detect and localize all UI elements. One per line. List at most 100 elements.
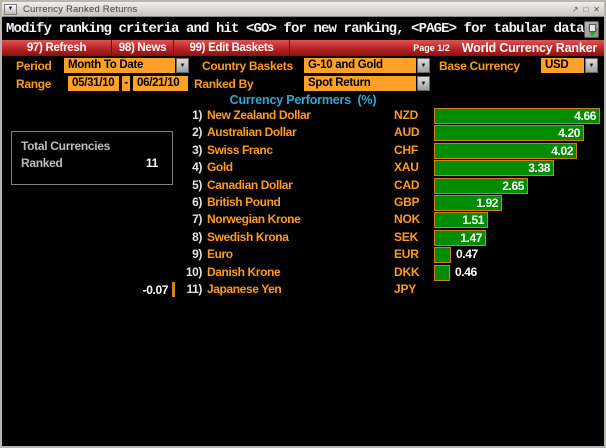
performance-bar-DKK[interactable] — [434, 265, 450, 281]
range-label: Range — [16, 77, 52, 91]
period-select[interactable]: Month To Date — [64, 58, 175, 73]
ranking-list: 1) New Zealand Dollar NZD 4.66 2) Australian … — [2, 107, 604, 307]
country-baskets-label: Country Baskets — [202, 59, 293, 73]
ticker-label: DKK — [394, 265, 420, 279]
bar-value: 1.92 — [476, 195, 498, 210]
performance-bar-EUR[interactable] — [434, 247, 451, 263]
window-menu-button[interactable]: ▼ — [4, 3, 17, 15]
table-row[interactable]: 5) Canadian Dollar CAD 2.65 — [2, 177, 604, 194]
toolbar-button-news[interactable]: 98) News — [112, 40, 174, 56]
triangle-down-icon: ▼ — [7, 6, 14, 12]
table-row[interactable]: 2) Australian Dollar AUD 4.20 — [2, 124, 604, 141]
table-row[interactable]: 8) Swedish Krona SEK 1.47 — [2, 229, 604, 246]
period-label: Period — [16, 59, 52, 73]
performance-bar-JPY[interactable] — [172, 282, 175, 297]
currency-name: Japanese Yen — [207, 282, 282, 296]
currency-name: Gold — [207, 160, 233, 174]
ticker-label: SEK — [394, 230, 419, 244]
bar-value: 1.51 — [462, 212, 484, 227]
ticker-label: CAD — [394, 178, 420, 192]
rank-label: 3) — [192, 143, 202, 157]
ranked-by-select[interactable]: Spot Return — [304, 76, 416, 91]
toolbar-button-refresh[interactable]: 97) Refresh — [2, 40, 112, 56]
summary-value: 11 — [145, 156, 158, 170]
rank-label: 11) — [186, 282, 203, 296]
rank-label: 8) — [192, 230, 202, 244]
ticker-label: CHF — [394, 143, 419, 157]
ranked-by-dropdown-button[interactable]: ▼ — [417, 76, 430, 91]
app-title: World Currency Ranker — [461, 41, 597, 55]
currency-name: Euro — [207, 247, 233, 261]
close-icon[interactable]: ✕ — [593, 4, 600, 14]
rank-label: 10) — [185, 265, 203, 279]
performance-bar-NZD[interactable]: 4.66 — [434, 108, 600, 124]
popout-icon[interactable]: ↗ — [571, 4, 579, 14]
ticker-label: XAU — [394, 160, 419, 174]
toolbar-button-edit-baskets[interactable]: 99) Edit Baskets — [174, 40, 290, 56]
bar-value: -0.07 — [142, 282, 169, 297]
page-indicator: Page 1/2 — [413, 43, 450, 53]
rank-label: 9) — [192, 247, 202, 261]
ranked-by-label: Ranked By — [194, 77, 254, 91]
base-currency-label: Base Currency — [439, 59, 520, 73]
chevron-down-icon: ▼ — [179, 62, 186, 69]
bar-value: 4.02 — [551, 143, 573, 158]
base-currency-dropdown-button[interactable]: ▼ — [585, 58, 598, 73]
ticker-label: AUD — [394, 125, 420, 139]
base-currency-select[interactable]: USD — [541, 58, 584, 73]
maximize-icon[interactable]: □ — [583, 4, 589, 14]
table-row[interactable]: 10) Danish Krone DKK 0.46 — [2, 264, 604, 281]
bar-value: 3.38 — [528, 160, 550, 175]
performance-bar-CAD[interactable]: 2.65 — [434, 178, 528, 194]
terminal-content: Modify ranking criteria and hit <GO> for… — [2, 18, 604, 446]
performance-bar-AUD[interactable]: 4.20 — [434, 125, 584, 141]
ticker-label: NZD — [394, 108, 419, 122]
ticker-label: EUR — [394, 247, 419, 261]
country-baskets-select[interactable]: G-10 and Gold — [304, 58, 416, 73]
table-row[interactable]: 9) Euro EUR 0.47 — [2, 246, 604, 263]
bar-value: 1.47 — [460, 230, 482, 245]
bar-value: 2.65 — [502, 178, 524, 193]
bar-value: 0.47 — [456, 247, 478, 261]
table-row[interactable]: 6) British Pound GBP 1.92 — [2, 194, 604, 211]
period-dropdown-button[interactable]: ▼ — [176, 58, 189, 73]
summary-box: Total Currencies Ranked 11 — [11, 131, 173, 185]
performance-bar-SEK[interactable]: 1.47 — [434, 230, 486, 246]
currency-name: Australian Dollar — [207, 125, 297, 139]
table-row[interactable]: 3) Swiss Franc CHF 4.02 — [2, 142, 604, 159]
ticker-label: GBP — [394, 195, 420, 209]
performance-bar-XAU[interactable]: 3.38 — [434, 160, 554, 176]
chevron-down-icon: ▼ — [588, 62, 595, 69]
rank-label: 6) — [192, 195, 202, 209]
currency-name: Canadian Dollar — [207, 178, 293, 192]
table-row[interactable]: 11) Japanese Yen JPY -0.07 — [2, 281, 604, 298]
ticker-label: JPY — [394, 282, 417, 296]
summary-line2: Ranked — [21, 156, 63, 170]
window-title: Currency Ranked Returns — [23, 3, 138, 15]
negative-bar-group: -0.07 — [143, 282, 175, 297]
bar-value: 4.20 — [558, 125, 580, 140]
currency-name: Danish Krone — [207, 265, 281, 279]
page-icon[interactable] — [584, 21, 599, 38]
chevron-down-icon: ▼ — [420, 62, 427, 69]
table-row[interactable]: 7) Norwegian Krone NOK 1.51 — [2, 211, 604, 228]
summary-line1: Total Currencies — [21, 139, 111, 153]
currency-name: British Pound — [207, 195, 281, 209]
currency-name: Swedish Krona — [207, 230, 289, 244]
bar-value: 4.66 — [574, 108, 596, 123]
window-titlebar: ▼ Currency Ranked Returns ↗ □ ✕ — [2, 2, 604, 17]
rank-label: 5) — [192, 178, 202, 192]
country-baskets-dropdown-button[interactable]: ▼ — [417, 58, 430, 73]
toolbar-spacer — [290, 40, 413, 56]
message-bar: Modify ranking criteria and hit <GO> for… — [2, 18, 604, 40]
bar-value: 0.46 — [455, 265, 477, 279]
table-row[interactable]: 4) Gold XAU 3.38 — [2, 159, 604, 176]
range-end-input[interactable]: 06/21/10 — [133, 76, 188, 91]
performance-bar-NOK[interactable]: 1.51 — [434, 212, 488, 228]
performance-bar-CHF[interactable]: 4.02 — [434, 143, 577, 159]
currency-name: Norwegian Krone — [207, 212, 301, 226]
performance-bar-GBP[interactable]: 1.92 — [434, 195, 502, 211]
range-start-input[interactable]: 05/31/10 — [68, 76, 119, 91]
table-row[interactable]: 1) New Zealand Dollar NZD 4.66 — [2, 107, 604, 124]
